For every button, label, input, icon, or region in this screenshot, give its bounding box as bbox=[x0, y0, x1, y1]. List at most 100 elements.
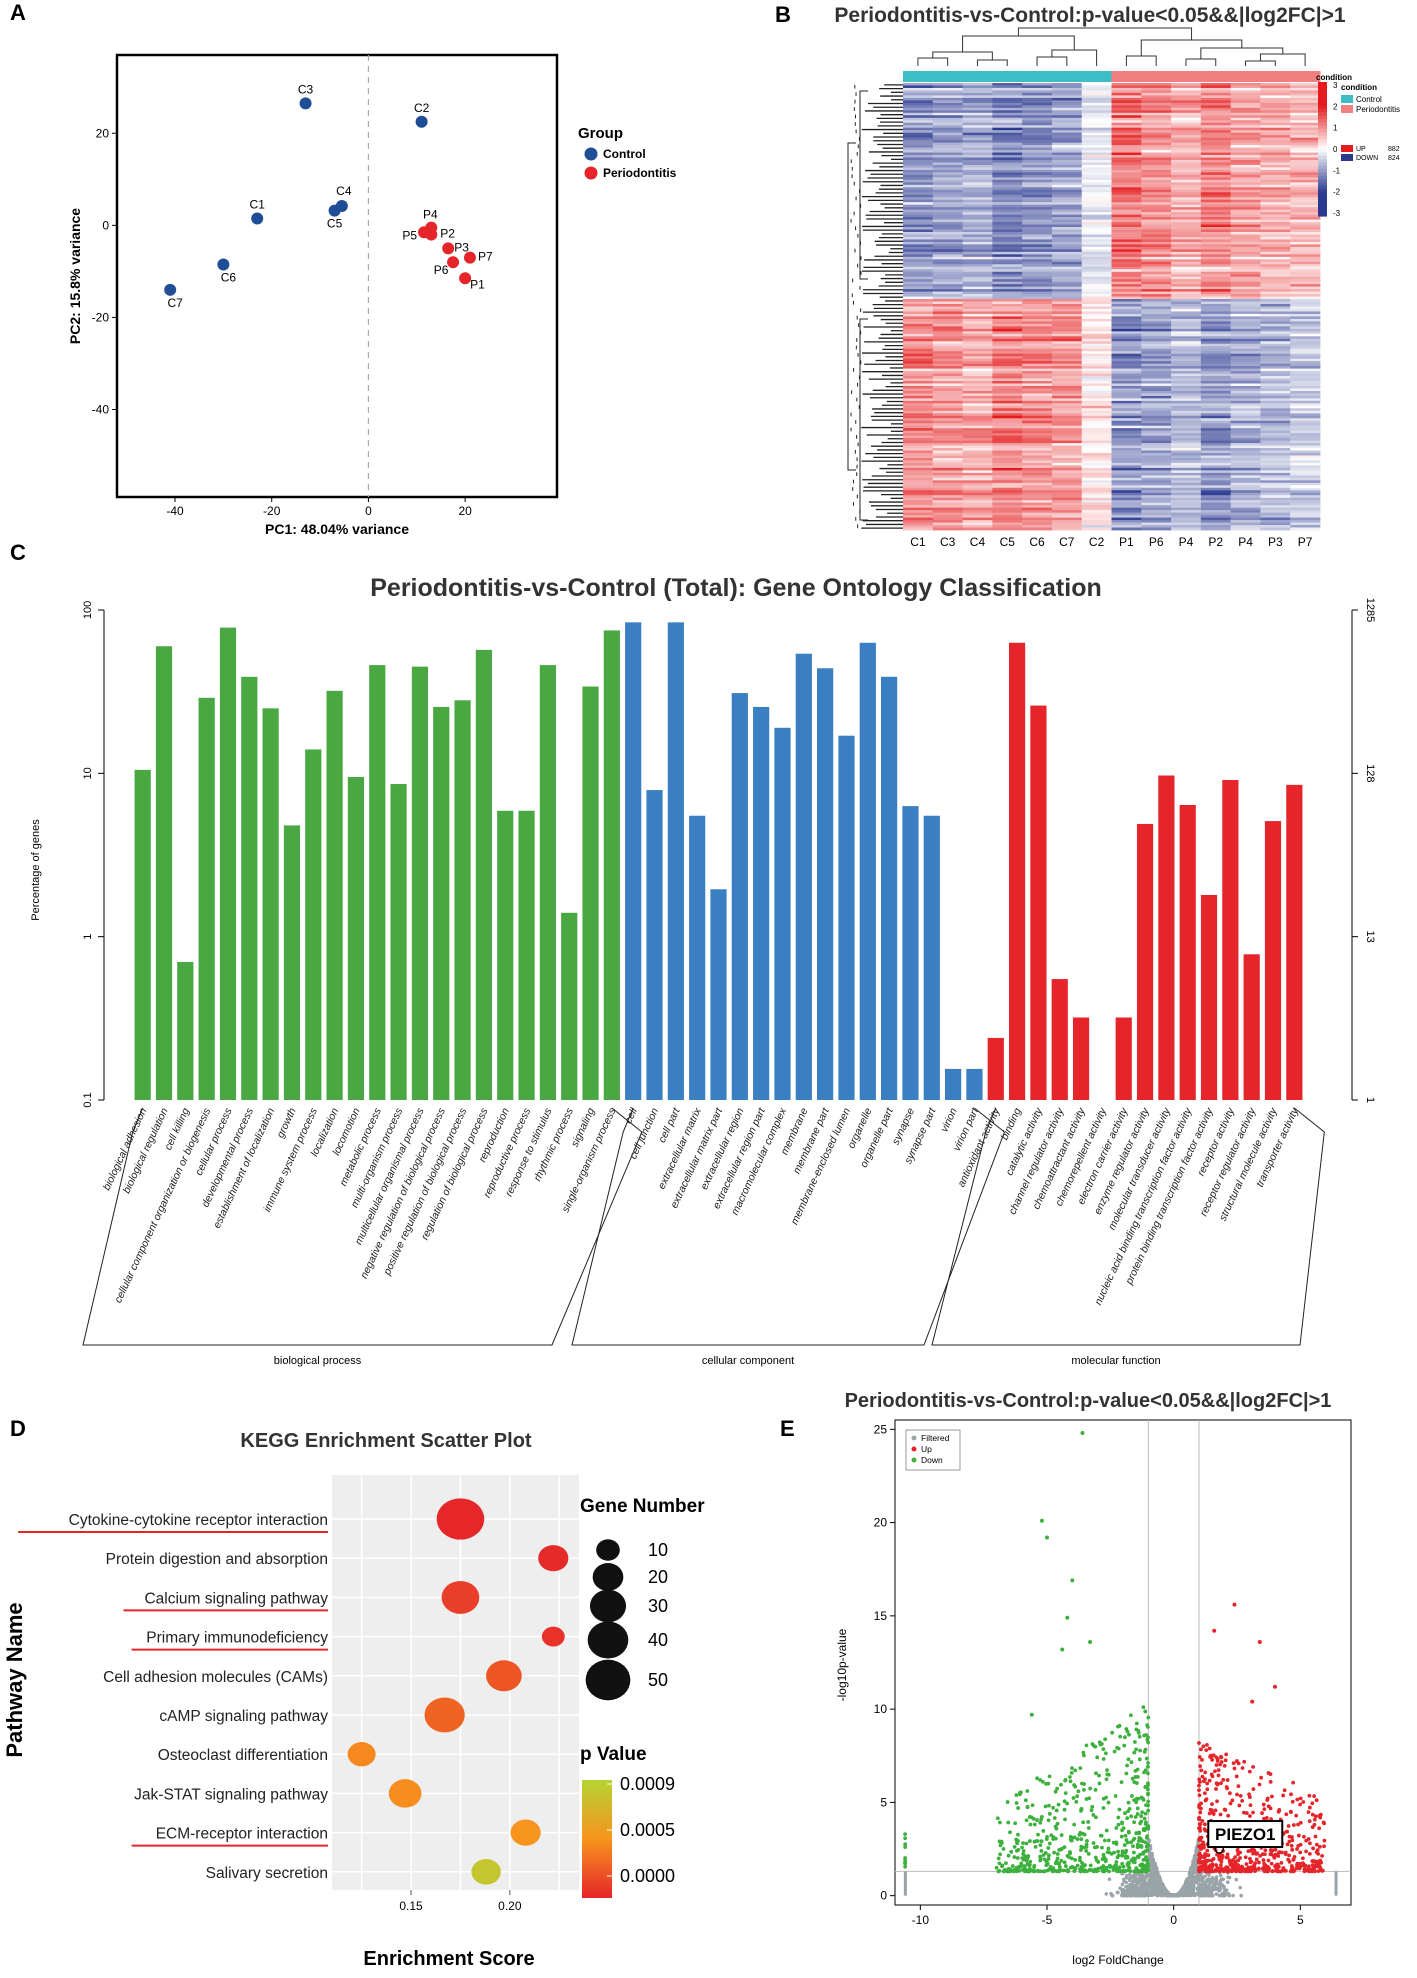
heatmap-cell bbox=[932, 229, 963, 233]
heatmap-cell bbox=[1051, 482, 1083, 486]
heatmap-cell bbox=[932, 366, 963, 369]
go-right-tick-label: 13 bbox=[1364, 931, 1376, 943]
volcano-point-down bbox=[1097, 1781, 1102, 1786]
heatmap-cell bbox=[1200, 385, 1232, 389]
heatmap-cell bbox=[1022, 130, 1053, 134]
heatmap-cell bbox=[1230, 490, 1261, 494]
heatmap-cell bbox=[1081, 301, 1112, 305]
heatmap-cell bbox=[1081, 187, 1112, 191]
heatmap-cell bbox=[962, 527, 993, 531]
heatmap-cell bbox=[932, 522, 963, 526]
heatmap-cell bbox=[1260, 328, 1291, 332]
heatmap-cell bbox=[1290, 512, 1321, 516]
heatmap-cell bbox=[1081, 497, 1112, 501]
heatmap-cell bbox=[1141, 177, 1172, 181]
heatmap-cell bbox=[1022, 249, 1053, 253]
volcano-point-down bbox=[1054, 1826, 1059, 1831]
volcano-point-down bbox=[1090, 1804, 1095, 1809]
heatmap-cell bbox=[1022, 241, 1053, 245]
heatmap-cell bbox=[903, 323, 934, 327]
heatmap-cell bbox=[1230, 395, 1261, 399]
heatmap-cell bbox=[903, 433, 934, 437]
heatmap-cell bbox=[992, 110, 1023, 114]
go-bar bbox=[497, 810, 514, 1100]
heatmap-cell bbox=[1200, 495, 1232, 499]
heatmap-cell bbox=[1051, 343, 1083, 347]
heatmap-cell bbox=[1200, 440, 1232, 444]
heatmap-cell bbox=[1230, 127, 1261, 131]
heatmap-cell bbox=[1141, 341, 1172, 345]
heatmap-cell bbox=[1260, 403, 1291, 407]
volcano-point-down bbox=[1028, 1822, 1033, 1827]
heatmap-cell bbox=[962, 110, 993, 114]
heatmap-cell bbox=[1230, 177, 1261, 181]
heatmap-cell bbox=[1022, 159, 1053, 163]
heatmap-cell bbox=[1141, 137, 1172, 141]
heatmap-cell bbox=[1230, 152, 1261, 156]
heatmap-cell bbox=[1290, 115, 1321, 119]
heatmap-cell bbox=[1022, 110, 1053, 114]
pca-point bbox=[164, 283, 177, 296]
heatmap-cell bbox=[1051, 169, 1083, 173]
heatmap-cell bbox=[1111, 172, 1142, 176]
heatmap-cell bbox=[992, 500, 1023, 504]
heatmap-cell bbox=[1171, 495, 1202, 499]
heatmap-cell bbox=[1260, 135, 1291, 139]
heatmap-cell bbox=[1290, 100, 1321, 104]
heatmap-cell bbox=[1171, 120, 1202, 124]
heatmap-cell bbox=[1022, 209, 1053, 213]
heatmap-cell bbox=[1051, 311, 1083, 315]
heatmap-cell bbox=[1051, 214, 1083, 218]
heatmap-cell bbox=[962, 164, 993, 168]
heatmap-cell bbox=[1051, 194, 1083, 198]
heatmap-cell bbox=[1230, 254, 1261, 258]
go-bar bbox=[859, 642, 876, 1100]
heatmap-cell bbox=[1200, 239, 1232, 243]
heatmap-cell bbox=[1171, 239, 1202, 243]
heatmap-cell bbox=[962, 440, 993, 444]
heatmap-cell bbox=[1171, 236, 1202, 240]
volcano-point-filtered bbox=[1141, 1893, 1145, 1898]
volcano-point-filtered bbox=[1192, 1885, 1196, 1890]
heatmap-cell bbox=[1051, 199, 1083, 203]
heatmap-cell bbox=[1111, 204, 1142, 208]
heatmap-cell bbox=[962, 241, 993, 245]
heatmap-cell bbox=[1200, 269, 1232, 273]
heatmap-cell bbox=[1022, 236, 1053, 240]
heatmap-cell bbox=[1051, 453, 1083, 456]
heatmap-cell bbox=[992, 353, 1023, 357]
heatmap-cell bbox=[903, 378, 934, 382]
heatmap-cell bbox=[932, 222, 963, 225]
heatmap-cell bbox=[1081, 515, 1112, 518]
volcano-point-down bbox=[1069, 1856, 1074, 1861]
heatmap-cell bbox=[1051, 410, 1083, 414]
heatmap-cell bbox=[1081, 299, 1112, 302]
heatmap-cell bbox=[1111, 122, 1142, 126]
heatmap-cell bbox=[1290, 217, 1321, 220]
heatmap-cell bbox=[1200, 358, 1232, 362]
heatmap-cell bbox=[1141, 435, 1172, 439]
heatmap-cell bbox=[1141, 256, 1172, 260]
pca-point bbox=[459, 272, 472, 285]
volcano-point-down bbox=[1125, 1816, 1130, 1821]
heatmap-cell bbox=[1200, 294, 1232, 297]
heatmap-cell bbox=[1081, 304, 1112, 307]
heatmap-cell bbox=[1051, 92, 1083, 96]
volcano-point-down bbox=[1046, 1818, 1051, 1823]
heatmap-cell bbox=[1022, 465, 1053, 469]
pca-plot-frame bbox=[115, 53, 559, 499]
volcano-point-down bbox=[1126, 1800, 1131, 1805]
heatmap-cell bbox=[1290, 179, 1321, 183]
heatmap-cell bbox=[1260, 341, 1291, 345]
volcano-point-filtered bbox=[1218, 1888, 1222, 1892]
heatmap-cell bbox=[903, 189, 934, 193]
heatmap-cell bbox=[1290, 197, 1321, 201]
heatmap-cell bbox=[1171, 306, 1202, 310]
heatmap-column-label: P2 bbox=[1208, 535, 1223, 549]
heatmap-cell bbox=[1081, 92, 1112, 96]
heatmap-cell bbox=[1051, 467, 1083, 471]
heatmap-cell bbox=[1260, 306, 1291, 310]
heatmap-cell bbox=[1022, 500, 1053, 504]
heatmap-cell bbox=[1171, 366, 1202, 369]
heatmap-cell bbox=[1230, 507, 1261, 511]
